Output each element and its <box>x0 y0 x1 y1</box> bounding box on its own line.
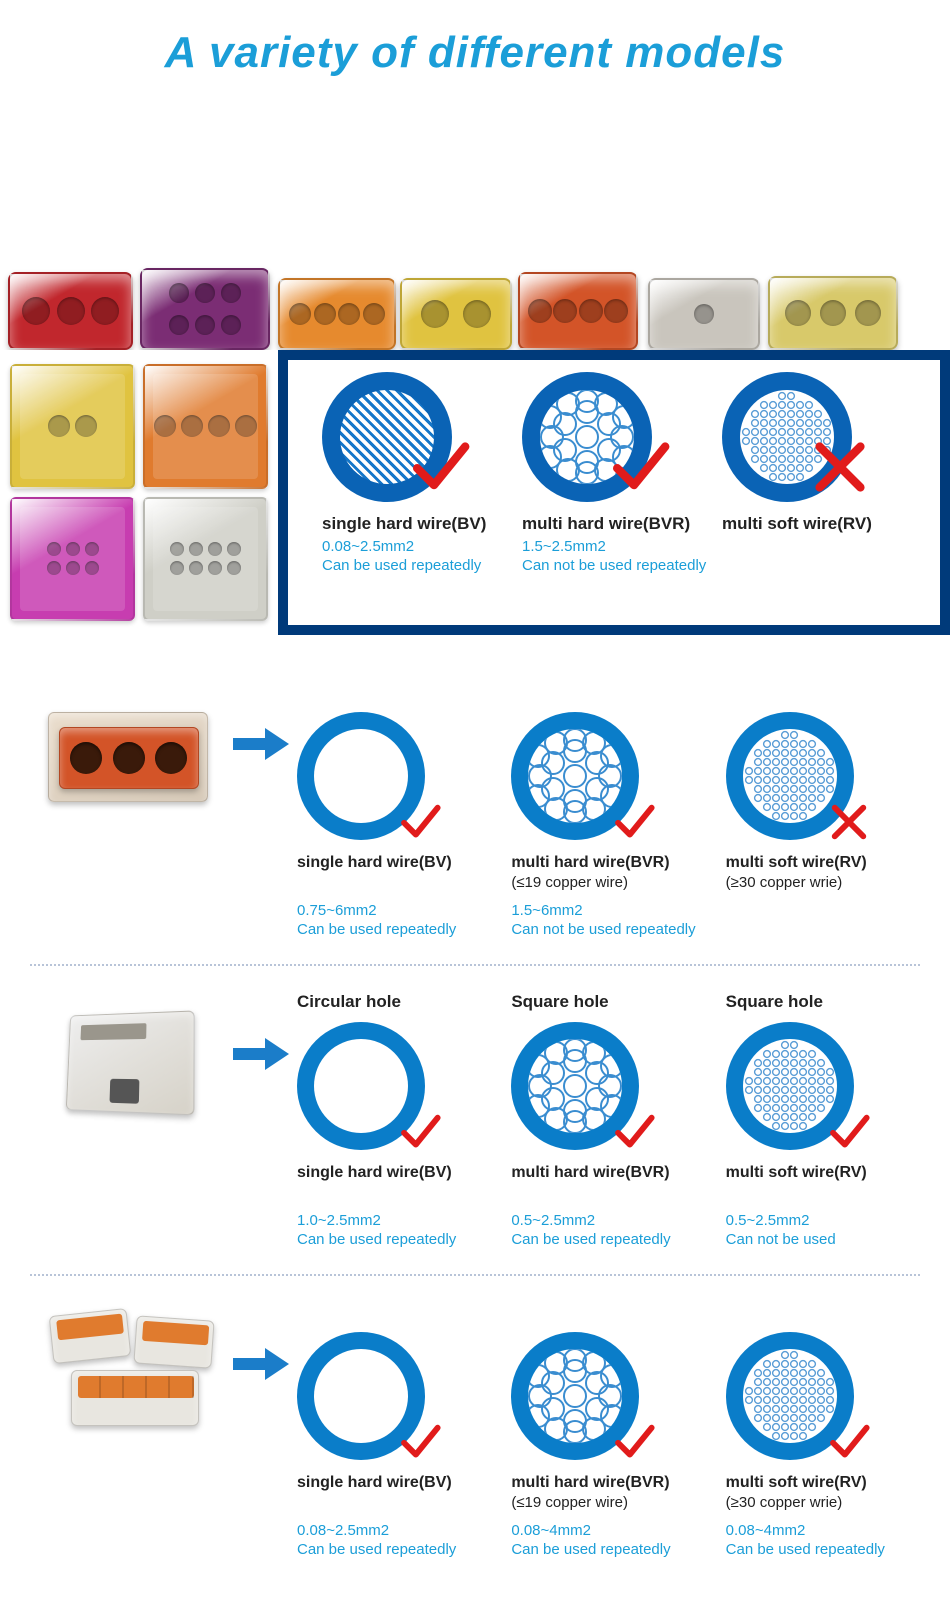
wire-label: single hard wire(BV) <box>297 1164 452 1182</box>
wire-label: multi soft wire(RV) <box>726 854 867 872</box>
wire-spec: 1.0~2.5mm2 <box>297 1212 381 1229</box>
hero-figure <box>278 278 396 350</box>
check-icon <box>399 1421 441 1468</box>
wire-label: single hard wire(BV) <box>297 854 452 872</box>
wire-label: multi soft wire(RV) <box>722 514 872 534</box>
wire-sublabel: (≥30 copper wrie) <box>726 1494 843 1512</box>
wire-note: Can be used repeatedly <box>511 1541 670 1558</box>
wire-note: Can be used repeatedly <box>511 1231 670 1248</box>
wire-spec: 0.75~6mm2 <box>297 902 377 919</box>
wire-spec: 1.5~6mm2 <box>511 902 582 919</box>
hero: A variety of different models <box>0 0 950 350</box>
mini-connector <box>143 497 268 622</box>
check-icon <box>399 801 441 848</box>
hero-figure <box>518 272 638 350</box>
wire-note: Can be used repeatedly <box>297 921 456 938</box>
hole-shape-label: Circular hole <box>297 992 401 1012</box>
wire-sublabel: (≤19 copper wire) <box>511 874 628 892</box>
compat-col: Circular hole single hard wire(BV) 1.0~2… <box>297 992 491 1248</box>
compat-col: multi hard wire(BVR) (≤19 copper wire) 1… <box>511 682 705 938</box>
hero-figure <box>8 272 133 350</box>
wire-spec: 1.5~2.5mm2 <box>522 538 606 555</box>
hole-shape-label: Square hole <box>726 992 823 1012</box>
mini-connector <box>10 497 135 622</box>
check-icon <box>610 437 670 508</box>
compat-col: Square hole multi soft wire(RV) 0.5~2.5m… <box>726 992 920 1248</box>
wire-note: Can not be used repeatedly <box>522 557 706 574</box>
mini-connector <box>143 364 268 489</box>
wire-type-col: single hard wire(BV) 0.08~2.5mm2 Can be … <box>322 372 522 617</box>
wire-label: multi soft wire(RV) <box>726 1164 867 1182</box>
wire-spec: 0.08~2.5mm2 <box>322 538 414 555</box>
wire-note: Can not be used repeatedly <box>511 921 695 938</box>
wire-label: multi hard wire(BVR) <box>522 514 690 534</box>
compat-col: multi soft wire(RV) (≥30 copper wrie) <box>726 682 920 938</box>
row-divider <box>30 964 920 966</box>
row-divider <box>30 1274 920 1276</box>
wire-note: Can be used repeatedly <box>297 1231 456 1248</box>
wire-label: multi hard wire(BVR) <box>511 854 669 872</box>
wire-spec: 0.08~2.5mm2 <box>297 1522 389 1539</box>
section1-products <box>0 350 278 635</box>
wire-spec: 0.08~4mm2 <box>726 1522 806 1539</box>
wire-spec: 0.08~4mm2 <box>511 1522 591 1539</box>
wire-label: single hard wire(BV) <box>322 514 486 534</box>
hero-figure <box>400 278 512 350</box>
arrow-icon <box>225 1302 297 1384</box>
compat-col: single hard wire(BV) 0.08~2.5mm2 Can be … <box>297 1302 491 1558</box>
compat-col: multi soft wire(RV) (≥30 copper wrie) 0.… <box>726 1302 920 1558</box>
wire-label: multi hard wire(BVR) <box>511 1474 669 1492</box>
arrow-icon <box>225 682 297 764</box>
compat-col: multi hard wire(BVR) (≤19 copper wire) 0… <box>511 1302 705 1558</box>
section-1: single hard wire(BV) 0.08~2.5mm2 Can be … <box>0 350 950 635</box>
wire-type-col: multi hard wire(BVR) 1.5~2.5mm2 Can not … <box>522 372 722 617</box>
wire-note: Can be used repeatedly <box>726 1541 885 1558</box>
compat-row: single hard wire(BV) 0.08~2.5mm2 Can be … <box>30 1280 920 1580</box>
compat-col: Square hole multi hard wire(BVR) 0.5~2.5… <box>511 992 705 1248</box>
cross-icon <box>810 437 870 508</box>
compat-col: single hard wire(BV) 0.75~6mm2 Can be us… <box>297 682 491 938</box>
hero-figure <box>768 276 898 350</box>
check-icon <box>613 1421 655 1468</box>
wire-note: Can not be used <box>726 1231 836 1248</box>
check-icon <box>613 801 655 848</box>
check-icon <box>410 437 470 508</box>
check-icon <box>828 1421 870 1468</box>
section1-panel: single hard wire(BV) 0.08~2.5mm2 Can be … <box>278 350 950 635</box>
product-image <box>30 682 225 812</box>
wire-spec: 0.5~2.5mm2 <box>726 1212 810 1229</box>
wire-label: multi hard wire(BVR) <box>511 1164 669 1182</box>
wire-sublabel: (≥30 copper wrie) <box>726 874 843 892</box>
wire-note: Can be used repeatedly <box>297 1541 456 1558</box>
product-image <box>30 992 225 1122</box>
arrow-icon <box>225 992 297 1074</box>
hero-figures <box>0 110 950 350</box>
compat-table: single hard wire(BV) 0.75~6mm2 Can be us… <box>0 635 950 1595</box>
product-image <box>30 1302 225 1432</box>
mini-connector <box>10 364 135 489</box>
check-icon <box>613 1111 655 1158</box>
wire-label: multi soft wire(RV) <box>726 1474 867 1492</box>
hero-figure <box>140 268 270 350</box>
wire-spec: 0.5~2.5mm2 <box>511 1212 595 1229</box>
compat-row: single hard wire(BV) 0.75~6mm2 Can be us… <box>30 660 920 960</box>
wire-sublabel: (≤19 copper wire) <box>511 1494 628 1512</box>
wire-type-col: multi soft wire(RV) <box>722 372 922 617</box>
check-icon <box>399 1111 441 1158</box>
hole-shape-label: Square hole <box>511 992 608 1012</box>
cross-icon <box>828 801 870 848</box>
hero-figure <box>648 278 760 350</box>
compat-row: Circular hole single hard wire(BV) 1.0~2… <box>30 970 920 1270</box>
wire-note: Can be used repeatedly <box>322 557 481 574</box>
check-icon <box>828 1111 870 1158</box>
hero-title: A variety of different models <box>0 0 950 78</box>
wire-label: single hard wire(BV) <box>297 1474 452 1492</box>
